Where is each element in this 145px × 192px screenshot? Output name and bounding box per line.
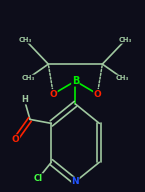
Text: CH₃: CH₃ [116,75,129,81]
Text: O: O [12,135,20,144]
Text: CH₃: CH₃ [118,37,132,43]
Text: Cl: Cl [34,174,43,183]
Text: CH₃: CH₃ [22,75,35,81]
Text: O: O [94,89,101,98]
Text: CH₃: CH₃ [19,37,32,43]
Text: N: N [71,177,79,186]
Text: O: O [49,89,57,98]
Text: H: H [21,95,28,104]
Text: B: B [72,76,79,86]
